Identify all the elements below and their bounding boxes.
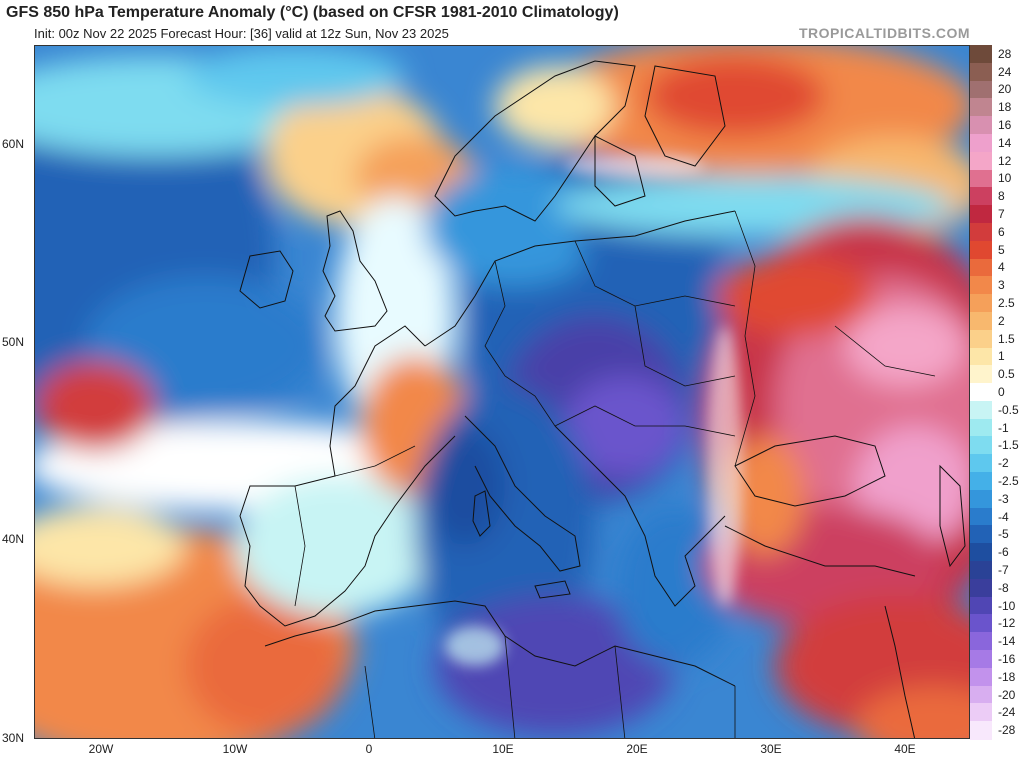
colorbar-swatch bbox=[970, 667, 992, 687]
colorbar-label: -24 bbox=[998, 705, 1016, 720]
colorbar-label: 4 bbox=[998, 260, 1005, 275]
lon-label-20e: 20E bbox=[626, 742, 648, 756]
colorbar-swatch bbox=[970, 311, 992, 331]
colorbar-swatch bbox=[970, 418, 992, 438]
lat-label-50n: 50N bbox=[2, 335, 25, 349]
colorbar-label: -12 bbox=[998, 616, 1016, 631]
colorbar-swatch bbox=[970, 133, 992, 153]
colorbar-label: -28 bbox=[998, 723, 1016, 738]
colorbar-label: 2 bbox=[998, 313, 1005, 328]
map-title: GFS 850 hPa Temperature Anomaly (°C) (ba… bbox=[6, 4, 619, 21]
colorbar-label: -16 bbox=[998, 651, 1016, 666]
colorbar-swatch bbox=[970, 525, 992, 544]
colorbar-label: 5 bbox=[998, 242, 1005, 257]
colorbar-swatch bbox=[970, 561, 992, 580]
colorbar-swatch bbox=[970, 151, 992, 171]
colorbar-label: 0.5 bbox=[998, 367, 1015, 382]
lon-label-0: 0 bbox=[365, 742, 373, 756]
colorbar-swatch bbox=[970, 632, 992, 651]
lat-label-60n: 60N bbox=[2, 137, 25, 151]
colorbar-swatch bbox=[970, 80, 992, 99]
colorbar-label: 0 bbox=[998, 385, 1005, 399]
colorbar-swatch bbox=[970, 222, 992, 242]
colorbar-label: -1.5 bbox=[998, 438, 1019, 453]
colorbar-swatch bbox=[970, 205, 992, 224]
lat-label-40n: 40N bbox=[2, 532, 25, 546]
colorbar-swatch bbox=[970, 703, 992, 722]
colorbar-label: -7 bbox=[998, 562, 1009, 577]
colorbar-label: 1 bbox=[998, 349, 1005, 364]
brand-watermark[interactable]: TROPICALTIDBITS.COM bbox=[798, 25, 970, 41]
frontal-detail bbox=[445, 154, 743, 666]
colorbar-label: 2.5 bbox=[998, 296, 1015, 311]
map-subtitle: Init: 00z Nov 22 2025 Forecast Hour: [36… bbox=[34, 26, 449, 41]
colorbar-label: -6 bbox=[998, 545, 1009, 560]
colorbar-label: -2 bbox=[998, 456, 1009, 471]
colorbar-label: 20 bbox=[998, 82, 1012, 97]
colorbar-label: -5 bbox=[998, 527, 1009, 542]
colorbar-swatch bbox=[970, 578, 992, 598]
colorbar-swatch bbox=[970, 347, 992, 366]
colorbar-swatch bbox=[970, 721, 992, 740]
colorbar-label: -2.5 bbox=[998, 473, 1019, 488]
colorbar-label: 28 bbox=[998, 46, 1012, 61]
colorbar-swatch bbox=[970, 454, 992, 473]
colorbar-swatch bbox=[970, 169, 992, 188]
lat-label-30n: 30N bbox=[2, 731, 25, 745]
colorbar-swatch bbox=[970, 240, 992, 260]
colorbar-swatch bbox=[970, 187, 992, 206]
lon-label-10e: 10E bbox=[492, 742, 514, 756]
colorbar-label: 8 bbox=[998, 189, 1005, 204]
colorbar-swatch bbox=[970, 543, 992, 562]
anomaly-map[interactable] bbox=[34, 45, 970, 739]
colorbar-label: 3 bbox=[998, 278, 1005, 293]
colorbar-swatch bbox=[970, 45, 992, 64]
colorbar-swatch bbox=[970, 400, 992, 420]
colorbar-swatch bbox=[970, 596, 992, 616]
colorbar-label: 10 bbox=[998, 171, 1012, 186]
colorbar-swatch bbox=[970, 62, 992, 82]
colorbar-label: -14 bbox=[998, 634, 1016, 649]
colorbar-swatch bbox=[970, 614, 992, 633]
colorbar-label: 24 bbox=[998, 64, 1012, 79]
colorbar-swatch bbox=[970, 116, 992, 135]
lon-label-20w: 20W bbox=[88, 742, 114, 756]
colorbar-label: 6 bbox=[998, 224, 1005, 239]
lon-label-30e: 30E bbox=[760, 742, 782, 756]
colorbar-swatch bbox=[970, 365, 992, 384]
colorbar-label: 18 bbox=[998, 100, 1012, 115]
colorbar-swatch bbox=[970, 329, 992, 349]
colorbar-swatch bbox=[970, 472, 992, 491]
colorbar-label: 1.5 bbox=[998, 331, 1015, 346]
colorbar bbox=[970, 45, 992, 740]
colorbar-label: -1 bbox=[998, 420, 1009, 435]
colorbar-swatch bbox=[970, 650, 992, 669]
colorbar-label: -20 bbox=[998, 687, 1016, 702]
colorbar-swatch bbox=[970, 258, 992, 277]
colorbar-swatch bbox=[970, 98, 992, 117]
colorbar-swatch bbox=[970, 685, 992, 704]
coastlines bbox=[239, 60, 966, 738]
colorbar-label: -18 bbox=[998, 669, 1016, 684]
colorbar-swatch bbox=[970, 276, 992, 295]
colorbar-swatch bbox=[970, 294, 992, 313]
map-canvas bbox=[35, 46, 969, 738]
colorbar-swatch bbox=[970, 436, 992, 455]
colorbar-label: -10 bbox=[998, 598, 1016, 613]
colorbar-swatch bbox=[970, 507, 992, 527]
colorbar-label: 12 bbox=[998, 153, 1012, 168]
lon-label-40e: 40E bbox=[894, 742, 916, 756]
lon-label-10w: 10W bbox=[222, 742, 248, 756]
colorbar-label: 7 bbox=[998, 207, 1005, 222]
anomaly-field bbox=[35, 46, 969, 738]
colorbar-label: -8 bbox=[998, 580, 1009, 595]
colorbar-label: 16 bbox=[998, 118, 1012, 133]
colorbar-swatch bbox=[970, 489, 992, 509]
colorbar-label: -0.5 bbox=[998, 402, 1019, 417]
colorbar-swatch bbox=[970, 383, 992, 402]
colorbar-label: 14 bbox=[998, 135, 1012, 150]
colorbar-label: -4 bbox=[998, 509, 1009, 524]
colorbar-label: -3 bbox=[998, 491, 1009, 506]
